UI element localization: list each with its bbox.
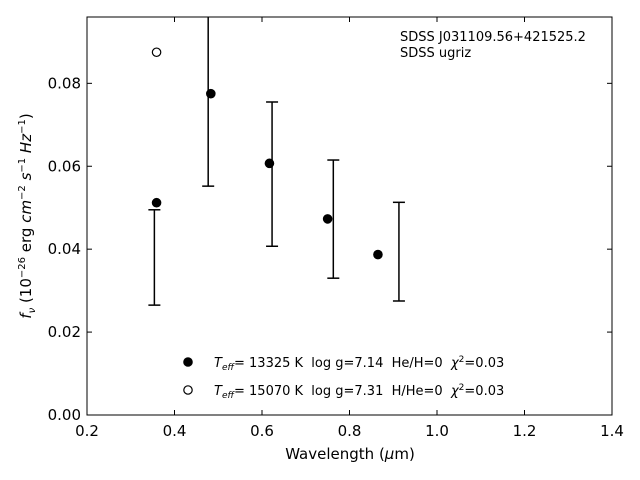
y-axis-label: fν (10−26 erg cm−2 s−1 Hz−1) bbox=[17, 113, 38, 318]
x-tick-label: 1.4 bbox=[600, 422, 624, 440]
y-tick-label: 0.02 bbox=[48, 323, 81, 341]
error-bars bbox=[148, 17, 405, 306]
x-tick-label: 1.0 bbox=[425, 422, 449, 440]
error-bar bbox=[202, 17, 215, 187]
error-bar bbox=[266, 101, 279, 248]
model-point-filled bbox=[206, 88, 216, 99]
y-tick-label: 0.00 bbox=[48, 406, 81, 424]
annotation-object-name: SDSS J031109.56+421525.2 bbox=[400, 30, 586, 45]
legend-label: Teff= 13325 K log g=7.14 He/H=0 χ2=0.03 bbox=[214, 355, 504, 373]
axis-ticks: 0.2 0.4 0.6 0.8 1.0 1.2 1.4 0.00 0.02 0.04 0.06 0.0… bbox=[48, 17, 624, 440]
legend-marker-open bbox=[183, 385, 193, 395]
annotation-photometry: SDSS ugriz bbox=[400, 46, 471, 61]
x-tick-label: 0.4 bbox=[163, 422, 187, 440]
model-point-open bbox=[151, 47, 162, 58]
data-points bbox=[151, 47, 383, 260]
model-point-filled bbox=[373, 249, 383, 260]
error-bar bbox=[392, 201, 405, 302]
x-tick-label: 1.2 bbox=[513, 422, 537, 440]
legend-entry: Teff= 15070 K log g=7.31 H/He=0 χ2=0.03 bbox=[183, 383, 504, 401]
model-point-filled bbox=[322, 214, 333, 224]
x-tick-label: 0.8 bbox=[338, 422, 362, 440]
y-tick-label: 0.08 bbox=[48, 74, 81, 92]
x-tick-label: 0.6 bbox=[250, 422, 274, 440]
y-tick-label: 0.04 bbox=[48, 240, 81, 258]
legend-label: Teff= 15070 K log g=7.31 H/He=0 χ2=0.03 bbox=[214, 383, 504, 401]
x-tick-label: 0.2 bbox=[75, 422, 99, 440]
x-axis-label: Wavelength (μm) bbox=[285, 445, 415, 463]
error-bar bbox=[148, 209, 161, 306]
model-point-filled bbox=[264, 158, 275, 169]
y-tick-label: 0.06 bbox=[48, 157, 81, 175]
model-point-filled bbox=[151, 197, 162, 208]
legend: Teff= 13325 K log g=7.14 He/H=0 χ2=0.03 T… bbox=[183, 355, 504, 401]
error-bar bbox=[327, 159, 340, 279]
legend-entry: Teff= 13325 K log g=7.14 He/H=0 χ2=0.03 bbox=[183, 355, 504, 373]
legend-marker-filled bbox=[183, 357, 193, 367]
